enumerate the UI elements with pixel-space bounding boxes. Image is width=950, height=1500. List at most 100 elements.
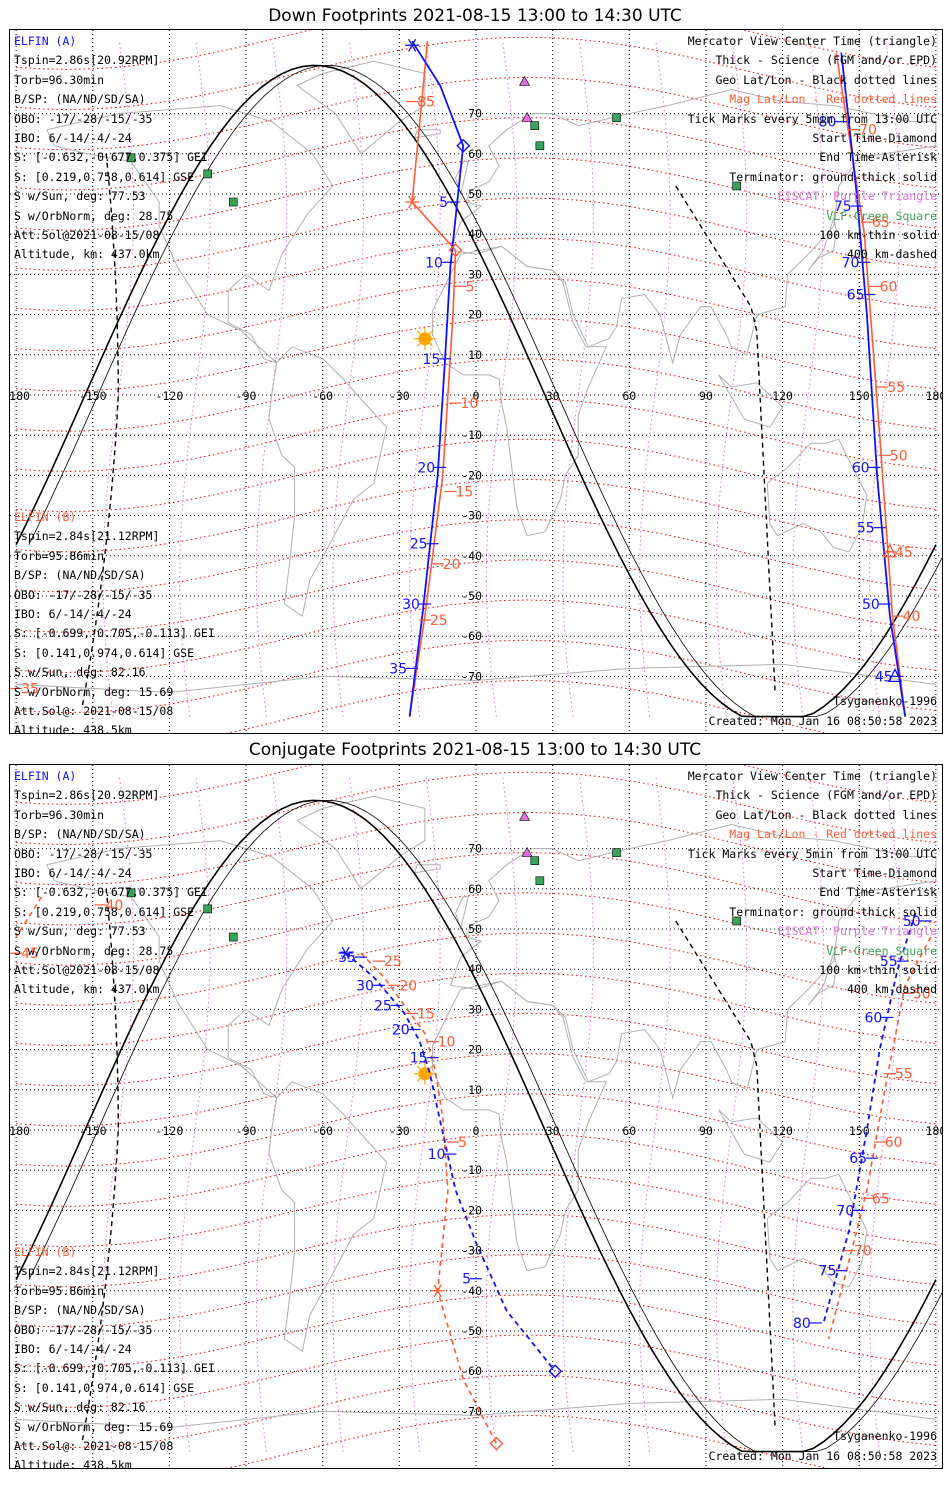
mag-lat-line [16,117,936,191]
legend-item: VLF-Green Square [826,208,937,223]
mag-lat-line [16,1294,936,1368]
info-line: S: [0.141,0.974,0.614] GSE [14,645,195,660]
elfin-a-tick-label: 60 [865,1010,883,1026]
coastline [807,216,837,271]
elfin-a-tick-label: 20 [417,460,435,476]
terminator-400km [81,888,120,1444]
info-line: S w/Sun, deg: 77.53 [14,924,146,939]
lat-tick-label: 70 [468,107,482,121]
lat-tick-label: -50 [461,1324,482,1338]
down-footprints-chart: -180 -150 -120 -90 -60 -30 0 30 60 90 120 150 180 70 6… [10,30,942,733]
mag-lon-line [179,776,211,1452]
sun-ray [428,342,434,347]
elfin-a-track [840,53,907,717]
map-legend: Mercator View Center Time (triangle) Thic… [688,767,937,1000]
sun-icon [418,332,432,346]
mag-lat-line [16,559,936,633]
end-asterisk [408,38,417,52]
lon-tick-label: 60 [622,1124,636,1138]
end-asterisk [433,1284,442,1298]
lon-tick-label: -30 [389,1124,410,1138]
elfin-b-tick-label: 35 [21,681,39,697]
mag-lat-line [16,36,936,111]
mag-lat-line [16,197,936,271]
elfin-b-track [827,936,932,1340]
mag-lat-line [16,1374,936,1449]
view-center-triangle [882,543,897,558]
info-line: S: [-0.699,-0.705,-0.113] GEI [14,1361,215,1376]
info-line: Torb=96.30min [14,72,105,87]
sun-ray [416,342,422,347]
vlf-square [203,904,213,914]
vlf-square [535,876,545,886]
lat-tick-label: -70 [461,1404,482,1418]
lat-tick-label: -40 [461,1284,482,1298]
coastline [296,60,426,155]
elfin-a-info: ELFIN (A) Tspin=2.86s[20.92RPM] Torb=96.3… [14,32,208,265]
vlf-square [612,113,621,122]
info-line: IBO: 6/-14/-4/-24 [14,1342,132,1357]
coastline [807,951,837,1006]
info-line: IBO: 6/-14/-4/-24 [14,607,132,622]
info-line: Torb=95.86min [14,548,105,563]
elfin-b-tick-label: 60 [880,279,898,295]
lon-tick-label: 150 [849,1124,870,1138]
vlf-square [535,141,545,151]
mag-lat-line [16,765,936,805]
elfin-a-tick-label: 35 [338,950,356,966]
lon-tick-label: -30 [389,389,410,403]
elfin-b-info: ELFIN (B) Tspin=2.84s[21.12RPM] Torb=95.8… [14,508,215,733]
terminator-400km [81,153,120,709]
legend-item: Mercator View Center Time (triangle) [687,34,937,48]
lon-tick-label: 30 [546,1124,560,1138]
info-line: Altitude: 438.5km [14,1458,132,1469]
lat-tick-label: -60 [461,629,482,643]
legend-item: 100 km-thin solid [819,963,937,978]
elfin-b-tick-label: 20 [399,978,417,994]
lon-tick-label: 60 [622,389,636,403]
info-line: S w/Sun, deg: 82.16 [14,1400,146,1415]
elfin-a-tick-label: 35 [389,661,407,677]
elfin-a-tick-label: 50 [862,597,880,613]
elfin-b-tick-label: 70 [854,1244,872,1260]
lon-tick-label: 90 [699,389,713,403]
elfin-a-tick-label: 55 [880,954,898,970]
lon-tick-label: 30 [546,389,560,403]
legend-item: Thick - Science (FGM and/or EPD) [715,53,937,68]
mag-lon-line [409,41,441,717]
lon-tick-label: 0 [473,1124,480,1138]
elfin-a-tick-label: 55 [857,521,875,537]
lat-tick-label: -40 [461,549,482,563]
mag-lon-line [409,776,441,1452]
mag-lon-line [332,776,365,1452]
terminator-100km [28,799,942,1452]
info-line: S: [0.219,0.758,0.614] GSE [14,904,195,919]
created-label: Created: Mon Jan 16 08:50:58 2023 [708,714,937,728]
mag-lon-line [562,776,594,1452]
elfin-a-track [408,40,465,717]
elfin-a-tick-label: 25 [374,998,392,1014]
info-line: S: [-0.632,-0.677,0.375] GEI [14,150,208,165]
elfin-b-tick-label: 65 [872,215,890,231]
lat-tick-label: 20 [468,1043,482,1057]
coastline [414,864,441,874]
info-line: OBO: -17/-28/-15/-35 [14,587,153,602]
elfin-b-tick-label: 55 [895,1067,913,1083]
coastline [455,161,469,195]
mag-lon-line [332,41,365,717]
model-label: Tsyganenko-1996 [833,694,937,708]
start-diamond [448,243,463,258]
info-line: Tspin=2.84s[21.12RPM] [14,529,160,544]
info-line: OBO: -17/-28/-15/-35 [14,1322,153,1337]
legend-item: Mercator View Center Time (triangle) [687,769,937,783]
elfin-a-track [345,952,556,1372]
mag-lon-line [179,41,211,717]
lat-tick-label: 40 [468,227,482,241]
vlf-square [228,197,238,207]
elfin-b-tick-label: 65 [872,1191,890,1207]
elfin-a-tick-label: 5 [462,1272,471,1288]
view-center-triangle [887,667,903,683]
legend-item: Geo Lat/Lon - Black dotted lines [715,807,937,822]
coastline [268,1081,388,1352]
lon-tick-label: 120 [772,389,793,403]
